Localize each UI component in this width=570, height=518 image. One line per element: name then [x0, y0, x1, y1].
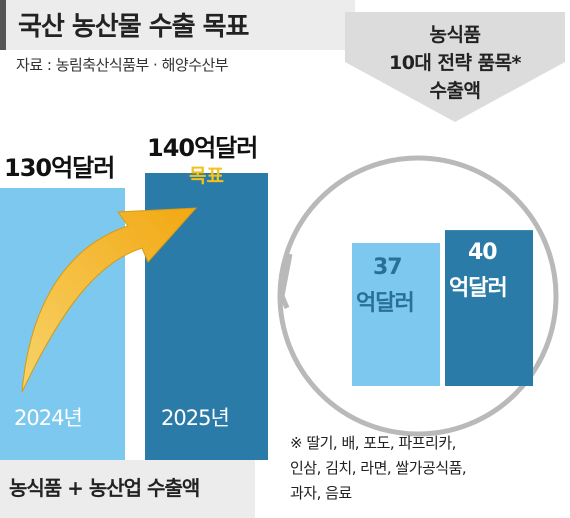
footnote-line-1: ※ 딸기, 배, 포도, 파프리카, [290, 434, 456, 452]
footnote-line-3: 과자, 음료 [290, 484, 352, 502]
small-bar-2 [445, 230, 533, 386]
title-panel [0, 0, 355, 50]
value-label-2025: 140억달러 [147, 134, 258, 162]
chart-caption: 농식품 + 농산업 수출액 [9, 476, 200, 500]
footnote-line-2: 인삼, 김치, 라면, 쌀가공식품, [290, 459, 467, 477]
small-bar-1 [352, 243, 440, 386]
category-label-2025: 2025년 [161, 406, 230, 430]
callout-title-line-2: 10대 전략 품목* [388, 52, 522, 74]
callout-pointer-shape [345, 12, 565, 122]
value-label-2024: 130억달러 [4, 154, 115, 182]
growth-arrow-icon [21, 207, 198, 393]
small-value-label-2: 40 [468, 240, 498, 266]
small-value-label-1: 37 [373, 255, 403, 280]
callout-title-line-1: 농식품 [429, 24, 481, 46]
small-unit-label-1: 억달러 [356, 291, 415, 316]
chart-title: 국산 농산물 수출 목표 [18, 12, 249, 42]
bar-2024 [0, 188, 125, 460]
target-annotation: 목표 [189, 165, 224, 187]
small-unit-label-2: 억달러 [449, 276, 508, 302]
callout-title-line-3: 수출액 [429, 80, 481, 102]
callout-tail [284, 290, 292, 300]
caption-panel [0, 460, 255, 518]
title-accent-bar [0, 0, 6, 50]
callout-tail-edge [279, 253, 293, 309]
category-label-2024: 2024년 [14, 406, 83, 430]
source-note: 자료 : 농림축산식품부 · 해양수산부 [16, 56, 229, 74]
